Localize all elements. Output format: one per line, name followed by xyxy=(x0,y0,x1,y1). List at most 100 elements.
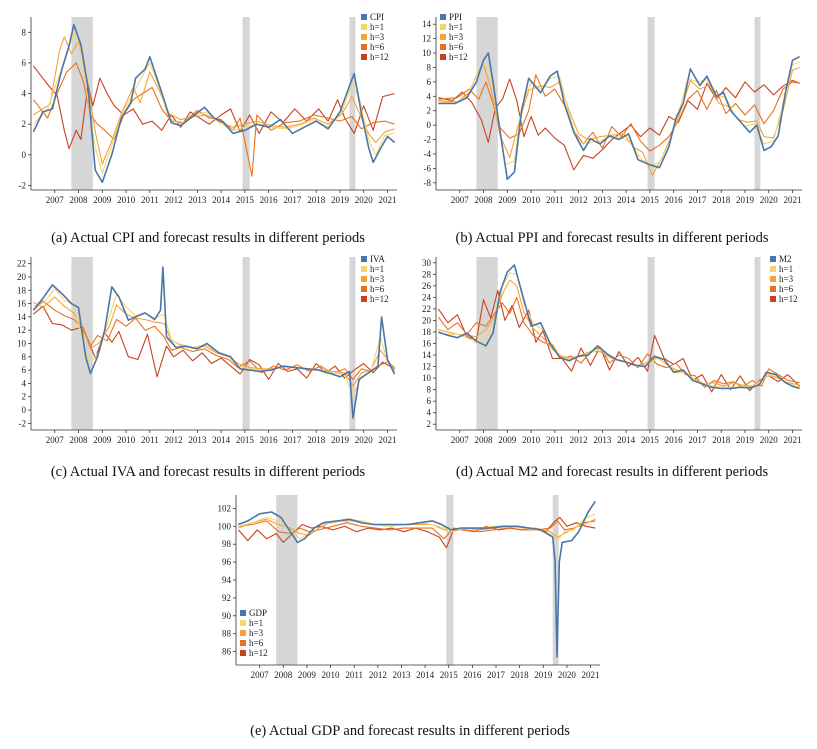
y-tick-label: 8 xyxy=(427,385,432,395)
x-tick-label: 2019 xyxy=(331,435,350,445)
legend-swatch xyxy=(770,266,776,272)
caption-c: (c) Actual IVA and forecast results in d… xyxy=(51,464,366,480)
x-tick-label: 2019 xyxy=(736,435,755,445)
legend-label: h=3 xyxy=(449,32,464,42)
x-tick-label: 2013 xyxy=(392,670,411,680)
y-tick-label: 86 xyxy=(222,647,232,657)
x-tick-label: 2010 xyxy=(117,435,136,445)
shaded-period-0 xyxy=(71,17,93,190)
y-tick-label: 6 xyxy=(22,365,27,375)
series-line-h-12 xyxy=(237,516,596,549)
shaded-period-1 xyxy=(242,257,250,430)
shaded-period-2 xyxy=(754,17,761,190)
y-tick-label: 2 xyxy=(427,106,432,116)
x-tick-label: 2007 xyxy=(451,195,470,205)
y-tick-label: 8 xyxy=(427,62,432,72)
series-line-h-3 xyxy=(33,296,396,387)
legend-swatch xyxy=(240,620,246,626)
y-tick-label: 0 xyxy=(427,120,432,130)
y-tick-label: 0 xyxy=(22,150,27,160)
y-tick-label: 10 xyxy=(17,339,27,349)
legend-label: h=1 xyxy=(249,618,263,628)
x-tick-label: 2009 xyxy=(93,435,112,445)
x-tick-label: 2020 xyxy=(760,435,779,445)
legend-swatch xyxy=(361,54,367,60)
shaded-period-1 xyxy=(647,257,655,430)
legend-label: h=6 xyxy=(370,42,385,52)
x-tick-label: 2008 xyxy=(70,195,89,205)
y-tick-label: 6 xyxy=(427,396,432,406)
y-tick-label: 20 xyxy=(422,315,432,325)
legend-label: h=6 xyxy=(370,284,385,294)
x-tick-label: 2007 xyxy=(451,435,470,445)
x-tick-label: 2009 xyxy=(298,670,317,680)
legend-label: h=6 xyxy=(249,638,264,648)
x-tick-label: 2010 xyxy=(522,435,541,445)
legend-swatch xyxy=(361,276,367,282)
x-tick-label: 2020 xyxy=(355,435,374,445)
x-tick-label: 2015 xyxy=(641,195,660,205)
y-tick-label: 26 xyxy=(422,281,432,291)
x-tick-label: 2016 xyxy=(665,435,684,445)
legend-label: h=1 xyxy=(370,22,384,32)
x-tick-label: 2017 xyxy=(283,435,302,445)
y-tick-label: 92 xyxy=(222,593,231,603)
legend-swatch xyxy=(440,44,446,50)
x-tick-label: 2007 xyxy=(46,195,65,205)
x-tick-label: 2012 xyxy=(165,435,183,445)
legend-swatch xyxy=(440,14,446,20)
x-tick-label: 2014 xyxy=(416,670,435,680)
x-tick-label: 2014 xyxy=(212,195,231,205)
x-tick-label: 2008 xyxy=(274,670,293,680)
legend-swatch xyxy=(361,44,367,50)
y-tick-label: 94 xyxy=(222,575,232,585)
legend-label: CPI xyxy=(370,12,384,22)
legend-swatch xyxy=(240,640,246,646)
x-tick-label: 2018 xyxy=(511,670,530,680)
x-tick-label: 2011 xyxy=(141,435,159,445)
legend-swatch xyxy=(361,256,367,262)
shaded-period-1 xyxy=(446,495,454,665)
series-line-h-12 xyxy=(437,289,800,393)
x-tick-label: 2020 xyxy=(760,195,779,205)
legend-label: h=12 xyxy=(370,294,389,304)
x-tick-label: 2011 xyxy=(141,195,159,205)
series-line-h-3 xyxy=(238,518,596,538)
y-tick-label: 14 xyxy=(17,312,27,322)
legend-swatch xyxy=(440,34,446,40)
y-tick-label: 4 xyxy=(22,378,27,388)
series-line-h-6 xyxy=(438,74,800,152)
y-tick-label: 16 xyxy=(422,339,432,349)
series-line-h-12 xyxy=(438,78,800,171)
legend-swatch xyxy=(770,256,776,262)
x-tick-label: 2010 xyxy=(117,195,136,205)
series-line-h-6 xyxy=(238,520,596,540)
legend-label: h=12 xyxy=(370,52,389,62)
x-tick-label: 2016 xyxy=(463,670,482,680)
caption-b: (b) Actual PPI and forecast results in d… xyxy=(455,230,768,246)
x-tick-label: 2021 xyxy=(783,195,801,205)
series-line-h-12 xyxy=(32,65,395,150)
x-tick-label: 2020 xyxy=(558,670,577,680)
y-tick-label: -4 xyxy=(424,149,432,159)
x-tick-label: 2019 xyxy=(534,670,553,680)
panel-a-cpi: -2 0 2 4 6 8 2007 2008 2009 2010 2011 2012 2013 2014 2… xyxy=(19,12,397,205)
legend-label: h=3 xyxy=(249,628,264,638)
y-tick-label: 90 xyxy=(222,611,232,621)
legend-label: h=12 xyxy=(449,52,468,62)
x-tick-label: 2018 xyxy=(307,435,326,445)
x-tick-label: 2009 xyxy=(498,195,517,205)
y-tick-label: 24 xyxy=(422,292,432,302)
y-tick-label: 14 xyxy=(422,350,432,360)
y-tick-label: 100 xyxy=(218,521,232,531)
legend-label: h=3 xyxy=(370,274,385,284)
x-tick-label: 2010 xyxy=(322,670,341,680)
x-tick-label: 2007 xyxy=(251,670,270,680)
series-line-iva xyxy=(32,266,396,419)
x-tick-label: 2010 xyxy=(522,195,541,205)
x-tick-label: 2012 xyxy=(570,435,588,445)
x-tick-label: 2015 xyxy=(236,195,255,205)
series-line-h-1 xyxy=(238,513,596,542)
y-tick-label: 16 xyxy=(17,299,27,309)
series-line-h-12 xyxy=(33,305,395,380)
